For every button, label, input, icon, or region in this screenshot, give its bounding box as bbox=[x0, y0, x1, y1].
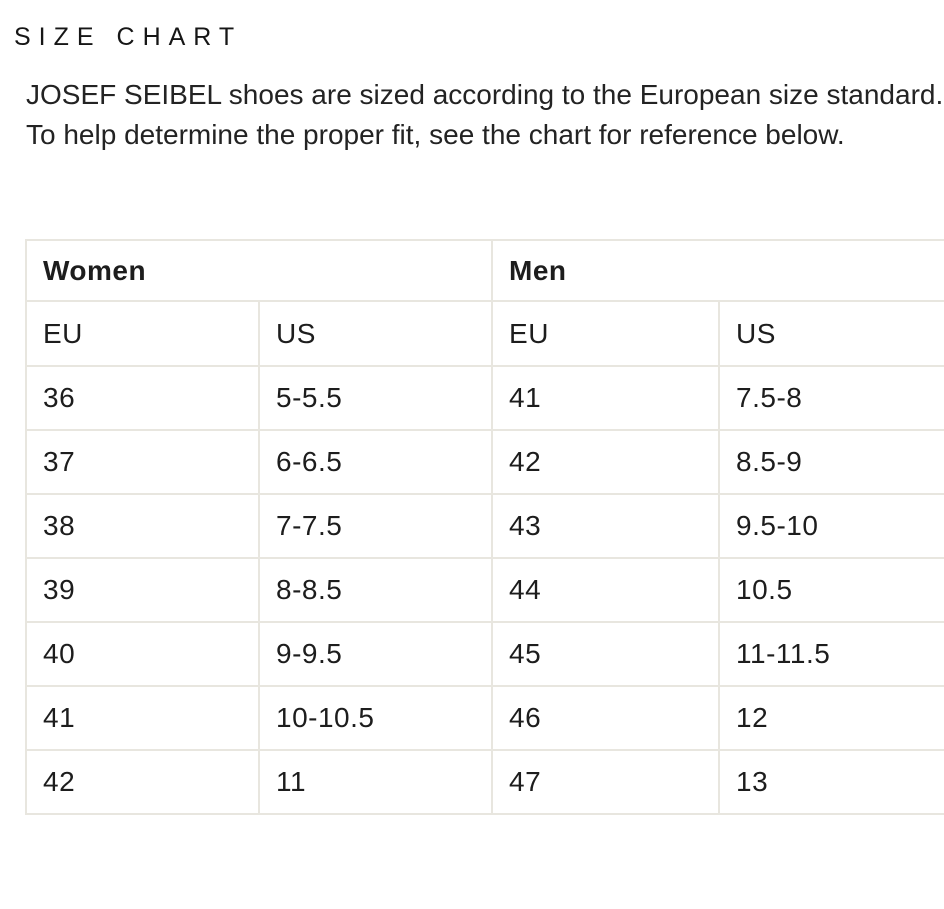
table-row: 36 5-5.5 41 7.5-8 bbox=[25, 365, 944, 431]
size-cell: 10-10.5 bbox=[257, 685, 494, 751]
size-cell: 11-11.5 bbox=[718, 621, 944, 687]
men-eu-column-header: EU bbox=[491, 300, 721, 367]
size-cell: 9-9.5 bbox=[257, 621, 494, 687]
size-cell: 11 bbox=[257, 749, 494, 815]
size-cell: 6-6.5 bbox=[257, 429, 494, 495]
table-row: 38 7-7.5 43 9.5-10 bbox=[25, 493, 944, 559]
table-row: 41 10-10.5 46 12 bbox=[25, 685, 944, 751]
column-header-row: EU US EU US bbox=[25, 300, 944, 367]
size-cell: 37 bbox=[25, 429, 260, 495]
size-cell: 5-5.5 bbox=[257, 365, 494, 431]
size-cell: 42 bbox=[25, 749, 260, 815]
size-cell: 46 bbox=[491, 685, 721, 751]
women-eu-column-header: EU bbox=[25, 300, 260, 367]
men-group-header: Men bbox=[491, 239, 944, 302]
size-cell: 39 bbox=[25, 557, 260, 623]
size-cell: 41 bbox=[25, 685, 260, 751]
size-cell: 12 bbox=[718, 685, 944, 751]
table-row: 39 8-8.5 44 10.5 bbox=[25, 557, 944, 623]
size-cell: 8-8.5 bbox=[257, 557, 494, 623]
size-cell: 44 bbox=[491, 557, 721, 623]
men-us-column-header: US bbox=[718, 300, 944, 367]
size-cell: 41 bbox=[491, 365, 721, 431]
size-cell: 42 bbox=[491, 429, 721, 495]
women-us-column-header: US bbox=[257, 300, 494, 367]
table-row: 40 9-9.5 45 11-11.5 bbox=[25, 621, 944, 687]
size-cell: 7-7.5 bbox=[257, 493, 494, 559]
size-cell: 13 bbox=[718, 749, 944, 815]
table-row: 42 11 47 13 bbox=[25, 749, 944, 815]
size-table-wrapper: Women Men EU US EU US 36 5-5.5 41 7.5-8 … bbox=[25, 239, 944, 815]
size-cell: 7.5-8 bbox=[718, 365, 944, 431]
size-cell: 43 bbox=[491, 493, 721, 559]
size-cell: 9.5-10 bbox=[718, 493, 944, 559]
size-cell: 10.5 bbox=[718, 557, 944, 623]
group-header-row: Women Men bbox=[25, 239, 944, 302]
women-group-header: Women bbox=[25, 239, 494, 302]
page-title: SIZE CHART bbox=[14, 23, 243, 51]
size-cell: 38 bbox=[25, 493, 260, 559]
size-table: Women Men EU US EU US 36 5-5.5 41 7.5-8 … bbox=[25, 239, 944, 815]
size-cell: 45 bbox=[491, 621, 721, 687]
intro-paragraph: JOSEF SEIBEL shoes are sized according t… bbox=[26, 79, 944, 150]
size-cell: 40 bbox=[25, 621, 260, 687]
size-cell: 47 bbox=[491, 749, 721, 815]
size-cell: 8.5-9 bbox=[718, 429, 944, 495]
table-row: 37 6-6.5 42 8.5-9 bbox=[25, 429, 944, 495]
size-cell: 36 bbox=[25, 365, 260, 431]
